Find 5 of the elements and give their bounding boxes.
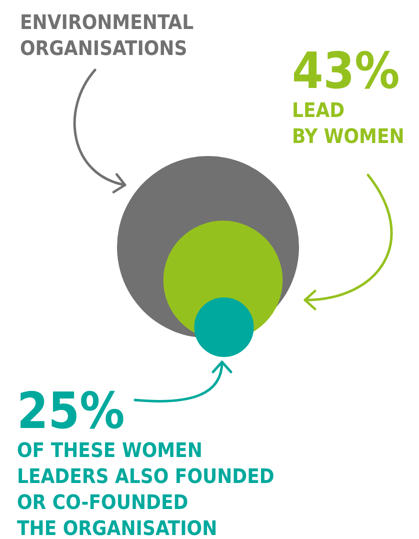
data-label: 25%	[17, 382, 125, 440]
category-label: LEAD BY WOMEN	[292, 98, 404, 148]
category-label: OF THESE WOMEN LEADERS ALSO FOUNDED OR CO-FOUNDED THE ORGANISATION	[17, 438, 274, 539]
text: ENVIRONMENTAL ORGANISATIONS	[20, 10, 194, 60]
data-label: 43%	[292, 42, 400, 100]
